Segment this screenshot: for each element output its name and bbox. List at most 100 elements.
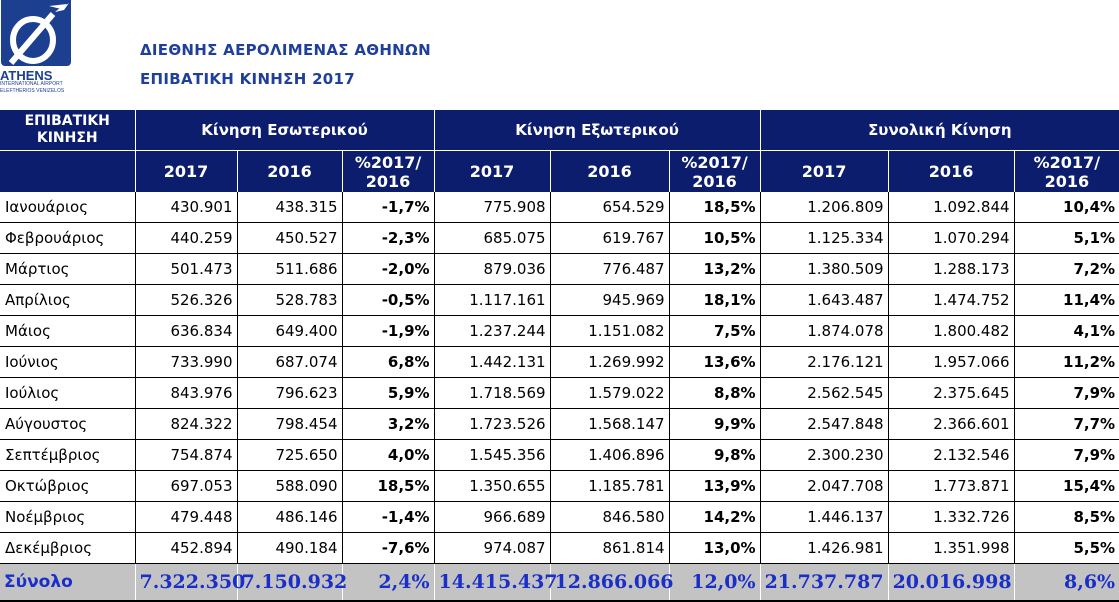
value-cell: 2.132.546 (888, 439, 1015, 471)
pct-change-cell: 14,2% (669, 501, 761, 533)
value-cell: 479.448 (135, 501, 238, 533)
value-cell: 725.650 (237, 439, 343, 471)
value-cell: 2.562.545 (760, 377, 889, 409)
value-cell: 511.686 (237, 253, 343, 285)
col-header-2016: 2016 (888, 150, 1015, 192)
col-header-2017: 2017 (135, 150, 238, 192)
pct-line1: %2017/ (681, 152, 748, 172)
value-cell: 775.908 (434, 192, 551, 223)
month-label: Δεκέμβριος (0, 532, 136, 564)
value-cell: 1.568.147 (550, 408, 670, 440)
col-header-2016: 2016 (550, 150, 670, 192)
value-cell: 754.874 (135, 439, 238, 471)
pct-change-cell: 3,2% (342, 408, 435, 440)
pct-change-cell: 10,5% (669, 222, 761, 254)
value-cell: 687.074 (237, 346, 343, 378)
value-cell: 490.184 (237, 532, 343, 564)
value-cell: 1.092.844 (888, 192, 1015, 223)
pct-change-cell: 8,8% (669, 377, 761, 409)
logo-wordmark: ATHENS (0, 68, 53, 83)
total-cell: 12,0% (669, 563, 761, 602)
total-cell: 12.866.066 (550, 563, 674, 602)
value-cell: 2.547.848 (760, 408, 889, 440)
value-cell: 685.075 (434, 222, 551, 254)
table-row: Μάιος 636.834 649.400 -1,9% 1.237.244 1.151.0… (0, 315, 1119, 347)
airplane-swoosh-icon (1, 0, 71, 66)
pct-change-cell: 6,8% (342, 346, 435, 378)
value-cell: 1.237.244 (434, 315, 551, 347)
pct-change-cell: 11,4% (1014, 284, 1119, 316)
corner-header-line1: ΕΠΙΒΑΤΙΚΗ (24, 113, 110, 129)
month-label: Φεβρουάριος (0, 222, 136, 254)
total-cell: 20.016.998 (888, 563, 1015, 602)
value-cell: 1.117.161 (434, 284, 551, 316)
organization-title: ΔΙΕΘΝΗΣ ΑΕΡΟΛΙΜΕΝΑΣ ΑΘΗΝΩΝ (140, 41, 431, 59)
table-row: Μάρτιος 501.473 511.686 -2,0% 879.036 776.487… (0, 253, 1119, 285)
report-title: ΕΠΙΒΑΤΙΚΗ ΚΙΝΗΣΗ 2017 (140, 70, 356, 88)
table-row: Φεβρουάριος 440.259 450.527 -2,3% 685.075 619… (0, 222, 1119, 254)
value-cell: 636.834 (135, 315, 238, 347)
table-row: Ιούνιος 733.990 687.074 6,8% 1.442.131 1.269.… (0, 346, 1119, 378)
month-label: Νοέμβριος (0, 501, 136, 533)
value-cell: 1.773.871 (888, 470, 1015, 502)
pct-change-cell: 7,5% (669, 315, 761, 347)
value-cell: 526.326 (135, 284, 238, 316)
pct-change-cell: 13,9% (669, 470, 761, 502)
value-cell: 1.474.752 (888, 284, 1015, 316)
pct-change-cell: 5,1% (1014, 222, 1119, 254)
value-cell: 1.643.487 (760, 284, 889, 316)
table-row: Οκτώβριος 697.053 588.090 18,5% 1.350.655 1.1… (0, 470, 1119, 502)
value-cell: 2.375.645 (888, 377, 1015, 409)
group-header-domestic: Κίνηση Εσωτερικού (135, 110, 435, 151)
value-cell: 1.351.998 (888, 532, 1015, 564)
value-cell: 438.315 (237, 192, 343, 223)
value-cell: 1.151.082 (550, 315, 670, 347)
pct-change-cell: 18,1% (669, 284, 761, 316)
month-label: Αύγουστος (0, 408, 136, 440)
pct-change-cell: 8,5% (1014, 501, 1119, 533)
pct-change-cell: 5,5% (1014, 532, 1119, 564)
pct-change-cell: -7,6% (342, 532, 435, 564)
value-cell: 1.380.509 (760, 253, 889, 285)
value-cell: 1.957.066 (888, 346, 1015, 378)
value-cell: 649.400 (237, 315, 343, 347)
value-cell: 450.527 (237, 222, 343, 254)
col-header-2016: 2016 (237, 150, 343, 192)
pct-change-cell: 13,6% (669, 346, 761, 378)
pct-change-cell: 7,2% (1014, 253, 1119, 285)
value-cell: 440.259 (135, 222, 238, 254)
value-cell: 2.176.121 (760, 346, 889, 378)
value-cell: 452.894 (135, 532, 238, 564)
pct-change-cell: -0,5% (342, 284, 435, 316)
value-cell: 1.545.356 (434, 439, 551, 471)
corner-header-blank (0, 150, 136, 192)
value-cell: 486.146 (237, 501, 343, 533)
pct-change-cell: 13,0% (669, 532, 761, 564)
group-header-international: Κίνηση Εξωτερικού (434, 110, 761, 151)
total-cell: 7.322.350 (135, 563, 245, 602)
month-label: Σεπτέμβριος (0, 439, 136, 471)
table-row: Αύγουστος 824.322 798.454 3,2% 1.723.526 1.56… (0, 408, 1119, 440)
total-cell: 21.737.787 (760, 563, 889, 602)
pct-change-cell: -1,9% (342, 315, 435, 347)
value-cell: 1.125.334 (760, 222, 889, 254)
pct-change-cell: 18,5% (669, 192, 761, 223)
pct-change-cell: 10,4% (1014, 192, 1119, 223)
pct-line1: %2017/ (354, 152, 422, 172)
value-cell: 1.426.981 (760, 532, 889, 564)
value-cell: 430.901 (135, 192, 238, 223)
table-row: Δεκέμβριος 452.894 490.184 -7,6% 974.087 861.… (0, 532, 1119, 564)
value-cell: 1.350.655 (434, 470, 551, 502)
value-cell: 1.446.137 (760, 501, 889, 533)
value-cell: 1.332.726 (888, 501, 1015, 533)
value-cell: 697.053 (135, 470, 238, 502)
value-cell: 879.036 (434, 253, 551, 285)
pct-change-cell: 7,9% (1014, 439, 1119, 471)
value-cell: 1.406.896 (550, 439, 670, 471)
pct-change-cell: 9,8% (669, 439, 761, 471)
value-cell: 824.322 (135, 408, 238, 440)
total-label: Σύνολο (0, 563, 136, 602)
month-label: Οκτώβριος (0, 470, 136, 502)
pct-change-cell: -2,0% (342, 253, 435, 285)
logo-subtitle: INTERNATIONAL AIRPORT (0, 81, 63, 87)
